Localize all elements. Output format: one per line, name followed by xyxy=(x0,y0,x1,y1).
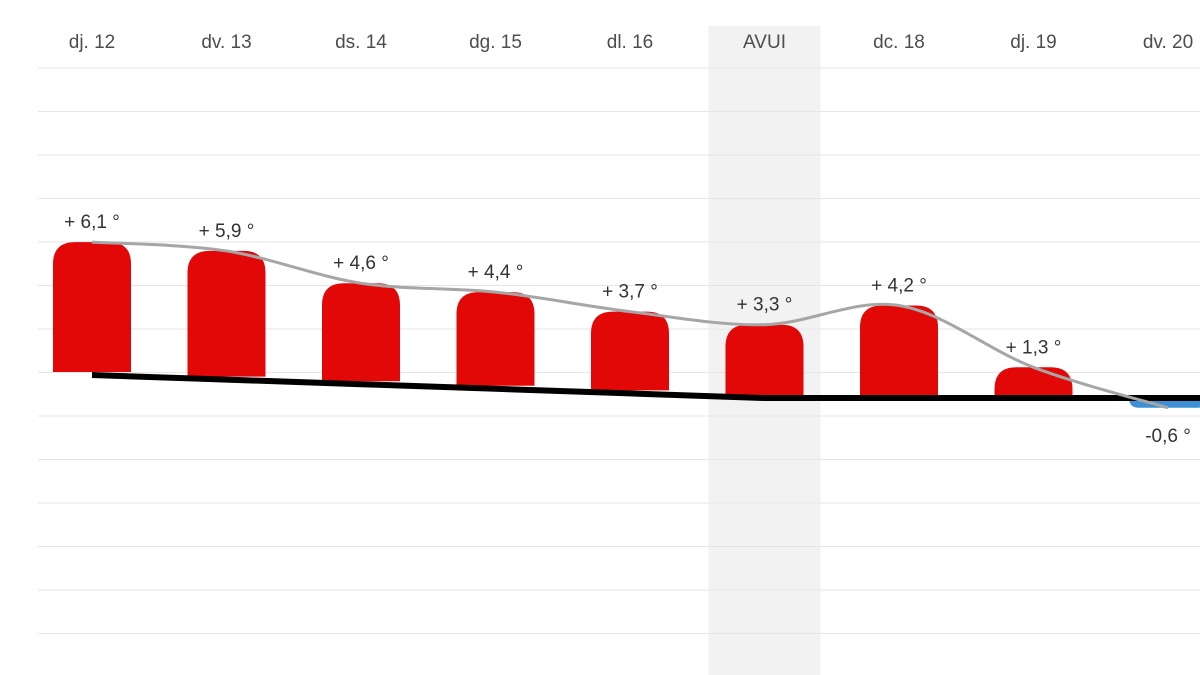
temperature-bar xyxy=(994,367,1073,395)
temperature-bar xyxy=(860,305,938,395)
temperature-bar xyxy=(187,250,266,377)
temperature-bar xyxy=(53,242,131,372)
value-label: + 3,7 ° xyxy=(602,282,658,303)
value-label: + 4,6 ° xyxy=(333,253,389,274)
day-label: dv. 13 xyxy=(201,32,251,53)
day-label: dj. 19 xyxy=(1010,32,1056,53)
day-label: dl. 16 xyxy=(607,32,653,53)
day-label: dc. 18 xyxy=(873,32,925,53)
value-label: + 3,3 ° xyxy=(737,295,793,316)
value-label: + 6,1 ° xyxy=(64,212,120,233)
value-label: + 5,9 ° xyxy=(199,221,255,242)
temperature-bar xyxy=(725,324,804,395)
temperature-bar xyxy=(322,283,400,382)
value-label: + 4,4 ° xyxy=(468,262,524,283)
day-label: AVUI xyxy=(743,32,786,53)
day-label: ds. 14 xyxy=(335,32,387,53)
trend-line xyxy=(91,240,1169,410)
temperature-bar xyxy=(456,292,535,386)
value-label: + 1,3 ° xyxy=(1006,337,1062,358)
value-label: -0,6 ° xyxy=(1145,426,1191,447)
baseline xyxy=(91,372,1200,401)
day-label: dg. 15 xyxy=(469,32,522,53)
day-label: dj. 12 xyxy=(69,32,115,53)
day-label: dv. 20 xyxy=(1143,32,1193,53)
value-label: + 4,2 ° xyxy=(871,276,927,297)
temperature-bar xyxy=(591,311,669,391)
